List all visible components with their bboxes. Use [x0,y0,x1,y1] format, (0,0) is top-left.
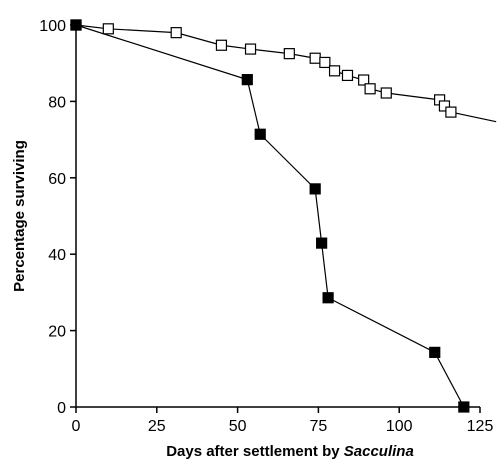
series-2-point [70,19,82,31]
series-2-point [241,74,253,86]
x-axis-title-text: Days after settlement by [166,443,340,460]
x-tick-label: 75 [310,418,328,435]
series-1-point [319,56,331,69]
x-tick-label: 100 [386,418,413,435]
series-1-point [358,74,370,86]
series-1-point [283,48,295,60]
series-layer [70,19,497,413]
y-tick-label: 100 [39,18,66,35]
series-1-point [445,106,457,118]
y-tick-label: 60 [48,171,66,188]
series-2-point [429,346,441,358]
series-1-point [380,87,392,99]
series-2-point [458,401,470,413]
axes: 0 20 40 60 80 100 0 25 50 75 100 125 [39,18,493,435]
series-1-point [215,39,228,51]
series-2-point [309,183,321,195]
y-tick-label: 20 [48,324,66,341]
series-1-point [328,65,341,77]
series-1-line [75,24,497,123]
x-tick-label: 50 [229,418,247,435]
series-1-point [438,100,451,112]
x-axis-title-italic: Sacculina [344,443,414,460]
series-2-point [322,292,334,304]
y-tick-label: 80 [48,94,66,111]
series-2-point [254,128,266,140]
series-2-point [316,237,328,249]
series-1-point [170,27,182,39]
x-tick-label: 0 [72,418,81,435]
series-1-point [102,23,114,35]
series-1-point [364,83,376,95]
series-1-point [309,52,321,64]
x-tick-label: 25 [148,418,166,435]
x-axis-title: Days after settlement by Sacculina [166,443,414,460]
y-tick-label: 0 [57,400,66,417]
series-2-line [75,24,465,408]
x-tick-label: 125 [467,418,494,435]
y-tick-label: 40 [48,247,66,264]
series-1-point [341,69,354,82]
y-axis-title: Percentage surviving [11,140,28,292]
series-1-point [244,43,257,55]
